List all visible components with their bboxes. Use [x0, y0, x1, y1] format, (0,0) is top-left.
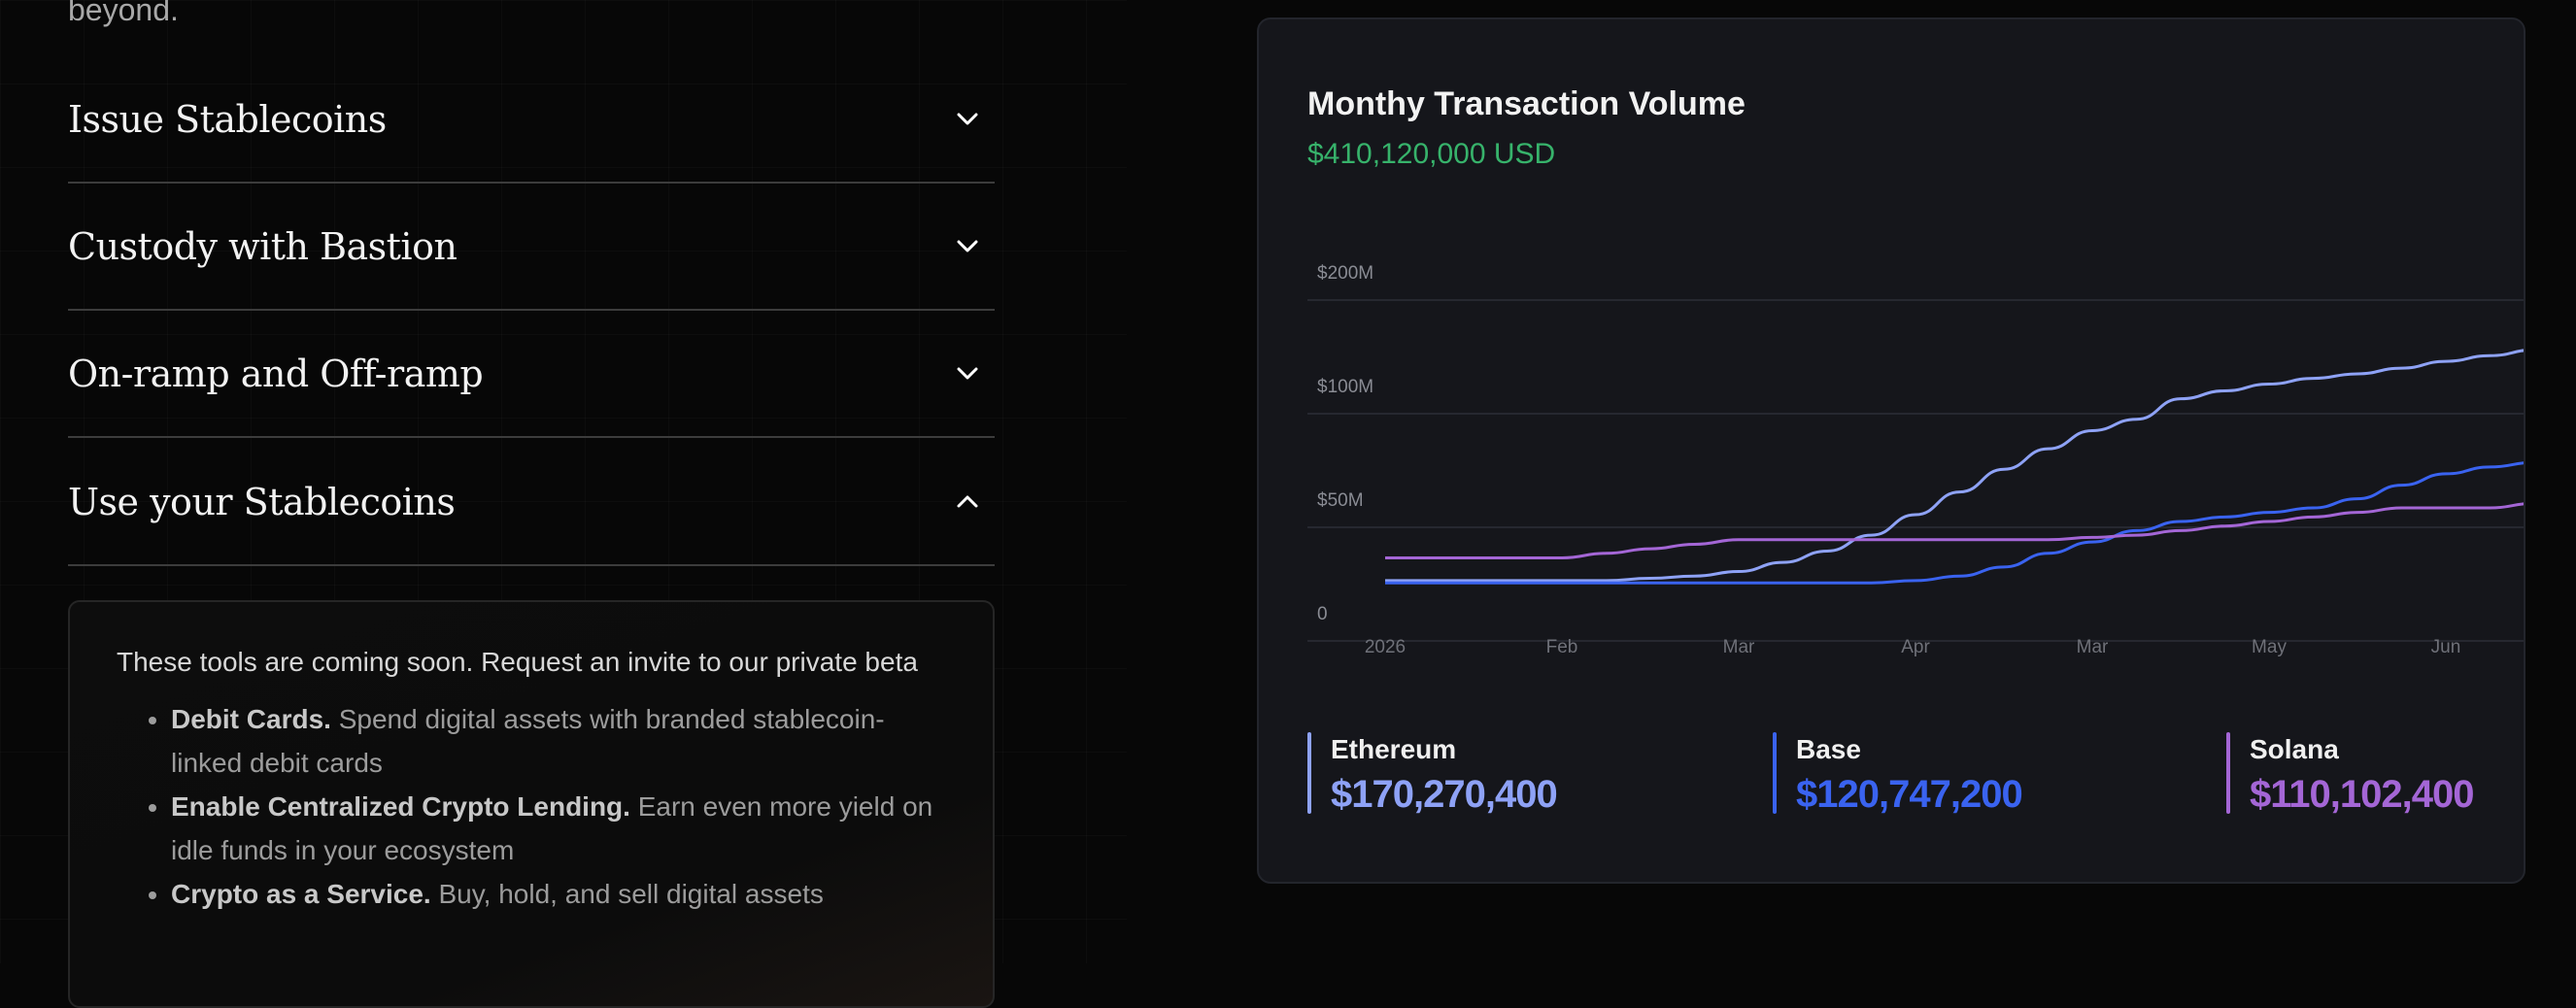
- intro-text: beyond.: [68, 0, 179, 27]
- chevron-down-icon: [957, 367, 978, 379]
- x-tick-label: May: [2252, 637, 2287, 657]
- list-item: Crypto as a Service. Buy, hold, and sell…: [171, 872, 946, 916]
- series-line-base: [1385, 461, 2524, 585]
- y-tick-label: $200M: [1317, 263, 1373, 284]
- accordion-title: Custody with Bastion: [68, 224, 458, 268]
- y-tick-label: 0: [1317, 604, 1328, 624]
- x-tick-label: Mar: [2077, 637, 2109, 657]
- accordion-title: Use your Stablecoins: [68, 480, 456, 523]
- card-title: Monthy Transaction Volume: [1307, 85, 1746, 122]
- legend-color-bar: [2226, 732, 2230, 814]
- legend-color-bar: [1773, 732, 1777, 814]
- series-line-solana: [1384, 502, 2524, 559]
- legend-value: $120,747,200: [1796, 773, 2023, 816]
- item-heading: Enable Centralized Crypto Lending.: [171, 791, 630, 822]
- legend-ethereum: Ethereum $170,270,400: [1307, 732, 1558, 816]
- legend-base: Base $120,747,200: [1773, 732, 2023, 816]
- item-text: Earn even more yield on idle funds in yo…: [171, 791, 933, 865]
- list-item: Enable Centralized Crypto Lending. Earn …: [171, 785, 946, 872]
- accordion-title: Issue Stablecoins: [68, 97, 387, 141]
- total-volume: $410,120,000 USD: [1307, 138, 1556, 170]
- item-text: Buy, hold, and sell digital assets: [438, 879, 824, 909]
- x-tick-label: Feb: [1546, 637, 1578, 657]
- accordion-title: On-ramp and Off-ramp: [68, 352, 484, 395]
- item-heading: Crypto as a Service.: [171, 879, 431, 909]
- y-tick-label: $100M: [1317, 377, 1373, 397]
- x-tick-label: Mar: [1723, 637, 1755, 657]
- item-heading: Debit Cards.: [171, 704, 331, 734]
- legend-value: $110,102,400: [2250, 773, 2474, 816]
- legend-name: Solana: [2250, 734, 2339, 764]
- x-tick-label: Jun: [2431, 637, 2461, 657]
- accordion-panel: These tools are coming soon. Request an …: [68, 600, 995, 1008]
- legend-name: Ethereum: [1331, 734, 1457, 764]
- chevron-down-icon: [957, 113, 978, 124]
- x-tick-label: 2026: [1365, 637, 1406, 657]
- accordion-onramp-offramp[interactable]: On-ramp and Off-ramp: [68, 311, 995, 438]
- panel-intro: These tools are coming soon. Request an …: [117, 647, 918, 677]
- legend-color-bar: [1307, 732, 1311, 814]
- feature-list: Debit Cards. Spend digital assets with b…: [117, 697, 946, 916]
- legend-value: $170,270,400: [1331, 773, 1558, 816]
- volume-line-chart: $200M $100M $50M 0 2026 Feb Mar Apr Mar May Jun: [1307, 263, 2524, 657]
- item-text: Spend digital assets with branded stable…: [171, 704, 885, 778]
- chevron-up-icon: [957, 495, 978, 507]
- x-tick-label: Apr: [1901, 637, 1930, 657]
- transaction-volume-card: $200M $100M $50M 0 2026 Feb Mar Apr Mar May Jun Mo…: [1257, 17, 2525, 884]
- series-line-ethereum: [1384, 349, 2524, 583]
- accordion-custody[interactable]: Custody with Bastion: [68, 184, 995, 311]
- legend-name: Base: [1796, 734, 1861, 764]
- accordion-use-stablecoins[interactable]: Use your Stablecoins: [68, 439, 995, 566]
- accordion-issue-stablecoins[interactable]: Issue Stablecoins: [68, 56, 995, 184]
- legend-solana: Solana $110,102,400: [2226, 732, 2474, 816]
- chevron-down-icon: [957, 240, 978, 252]
- y-tick-label: $50M: [1317, 490, 1364, 511]
- list-item: Debit Cards. Spend digital assets with b…: [171, 697, 946, 785]
